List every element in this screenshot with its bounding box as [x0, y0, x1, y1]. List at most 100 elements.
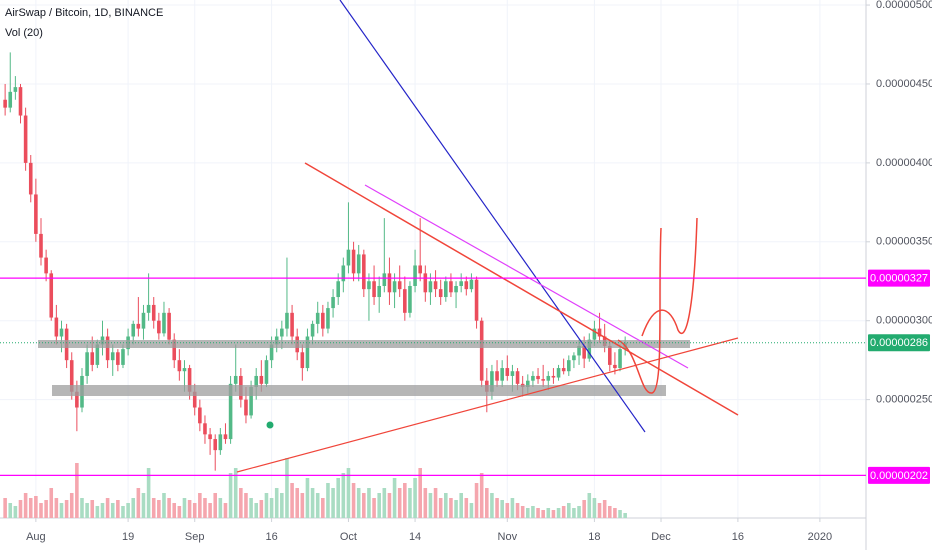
candle-body — [336, 281, 340, 298]
volume-bar — [146, 468, 151, 518]
candle-body — [90, 352, 95, 365]
candle-body — [362, 254, 366, 290]
volume-bar — [356, 488, 361, 518]
candle-body — [490, 371, 494, 392]
candle-body — [515, 371, 520, 384]
candle-body — [13, 87, 18, 92]
candle-body — [536, 375, 540, 380]
candle-body — [541, 379, 545, 381]
volume-bar — [592, 498, 597, 518]
candle-body — [444, 281, 448, 298]
candle-body — [500, 368, 504, 381]
volume-bar — [54, 498, 59, 518]
candle-body — [577, 345, 581, 356]
volume-bar — [382, 488, 387, 518]
volume-bar — [28, 498, 33, 518]
chart-title: AirSwap / Bitcoin, 1D, BINANCE — [5, 7, 163, 19]
candle-body — [177, 360, 182, 372]
candle-body — [367, 281, 371, 290]
volume-bar — [295, 488, 300, 518]
candle-body — [208, 434, 212, 440]
x-tick-label: Oct — [340, 531, 357, 543]
volume-bar — [428, 493, 433, 518]
volume-bar — [208, 503, 212, 518]
candle-body — [39, 233, 43, 258]
candle-body — [418, 265, 422, 274]
volume-bar — [110, 503, 115, 518]
candle-body — [146, 304, 151, 313]
candle-body — [233, 375, 238, 384]
candle-body — [613, 364, 617, 369]
candle-body — [136, 323, 141, 329]
volume-bar — [413, 478, 417, 518]
volume-bar — [397, 488, 402, 518]
volume-bar — [341, 473, 346, 518]
volume-bar — [218, 498, 223, 518]
candle-body — [300, 352, 305, 369]
volume-bar — [157, 500, 161, 518]
volume-bar — [18, 500, 23, 518]
candle-body — [59, 328, 64, 337]
candle-body — [454, 285, 458, 293]
volume-bar — [449, 498, 453, 518]
candle-body — [469, 279, 474, 290]
volume-bar — [536, 508, 540, 518]
volume-bar — [310, 488, 315, 518]
projection — [641, 217, 698, 337]
candle-body — [582, 345, 586, 359]
volume-bar — [423, 488, 428, 518]
volume-bar — [315, 493, 320, 518]
candle-body — [403, 289, 407, 313]
zone — [38, 340, 690, 348]
volume-bar — [346, 468, 351, 518]
candle-body — [510, 371, 515, 376]
volume-bar — [500, 500, 504, 518]
candle-body — [377, 285, 381, 298]
volume-bar — [623, 513, 627, 518]
candle-body — [464, 281, 469, 290]
candle-body — [546, 375, 551, 381]
volume-bar — [8, 503, 13, 518]
volume-bar — [39, 503, 43, 518]
candle-body — [561, 368, 566, 372]
candle-body — [392, 281, 397, 293]
x-tick-label: 16 — [732, 531, 744, 543]
candle-body — [310, 323, 315, 337]
volume-bar — [136, 488, 141, 518]
volume-bar — [80, 498, 84, 518]
x-tick-label: 14 — [409, 531, 421, 543]
volume-bar — [490, 493, 494, 518]
x-tick-label: 16 — [265, 531, 277, 543]
volume-bar — [34, 496, 38, 518]
trend-line — [364, 184, 689, 369]
volume-bar — [351, 483, 356, 518]
price-label-box — [868, 466, 930, 484]
candle-body — [449, 281, 453, 293]
candle-body — [105, 336, 110, 361]
candle-body — [474, 279, 479, 321]
volume-bar — [485, 488, 489, 518]
candle-body — [331, 297, 335, 309]
candle-body — [85, 352, 89, 376]
volume-bar — [438, 498, 443, 518]
candle-body — [413, 265, 417, 286]
x-tick-label: 18 — [588, 531, 600, 543]
candle-body — [341, 265, 346, 282]
x-tick-label: Nov — [498, 531, 518, 543]
volume-bar — [162, 493, 166, 518]
volume-bar — [3, 498, 7, 518]
price-label-box — [868, 269, 930, 287]
volume-bar — [531, 506, 535, 518]
candle-body — [182, 368, 187, 372]
price-label: 0.00000202 — [870, 470, 928, 482]
volume-bar — [326, 483, 330, 518]
candle-body — [44, 257, 48, 274]
candle-body — [187, 368, 192, 392]
volume-bar — [233, 468, 238, 518]
volume-bar — [116, 500, 120, 518]
trend-line — [304, 162, 739, 416]
volume-bar — [551, 510, 556, 518]
candle-body — [346, 249, 351, 266]
